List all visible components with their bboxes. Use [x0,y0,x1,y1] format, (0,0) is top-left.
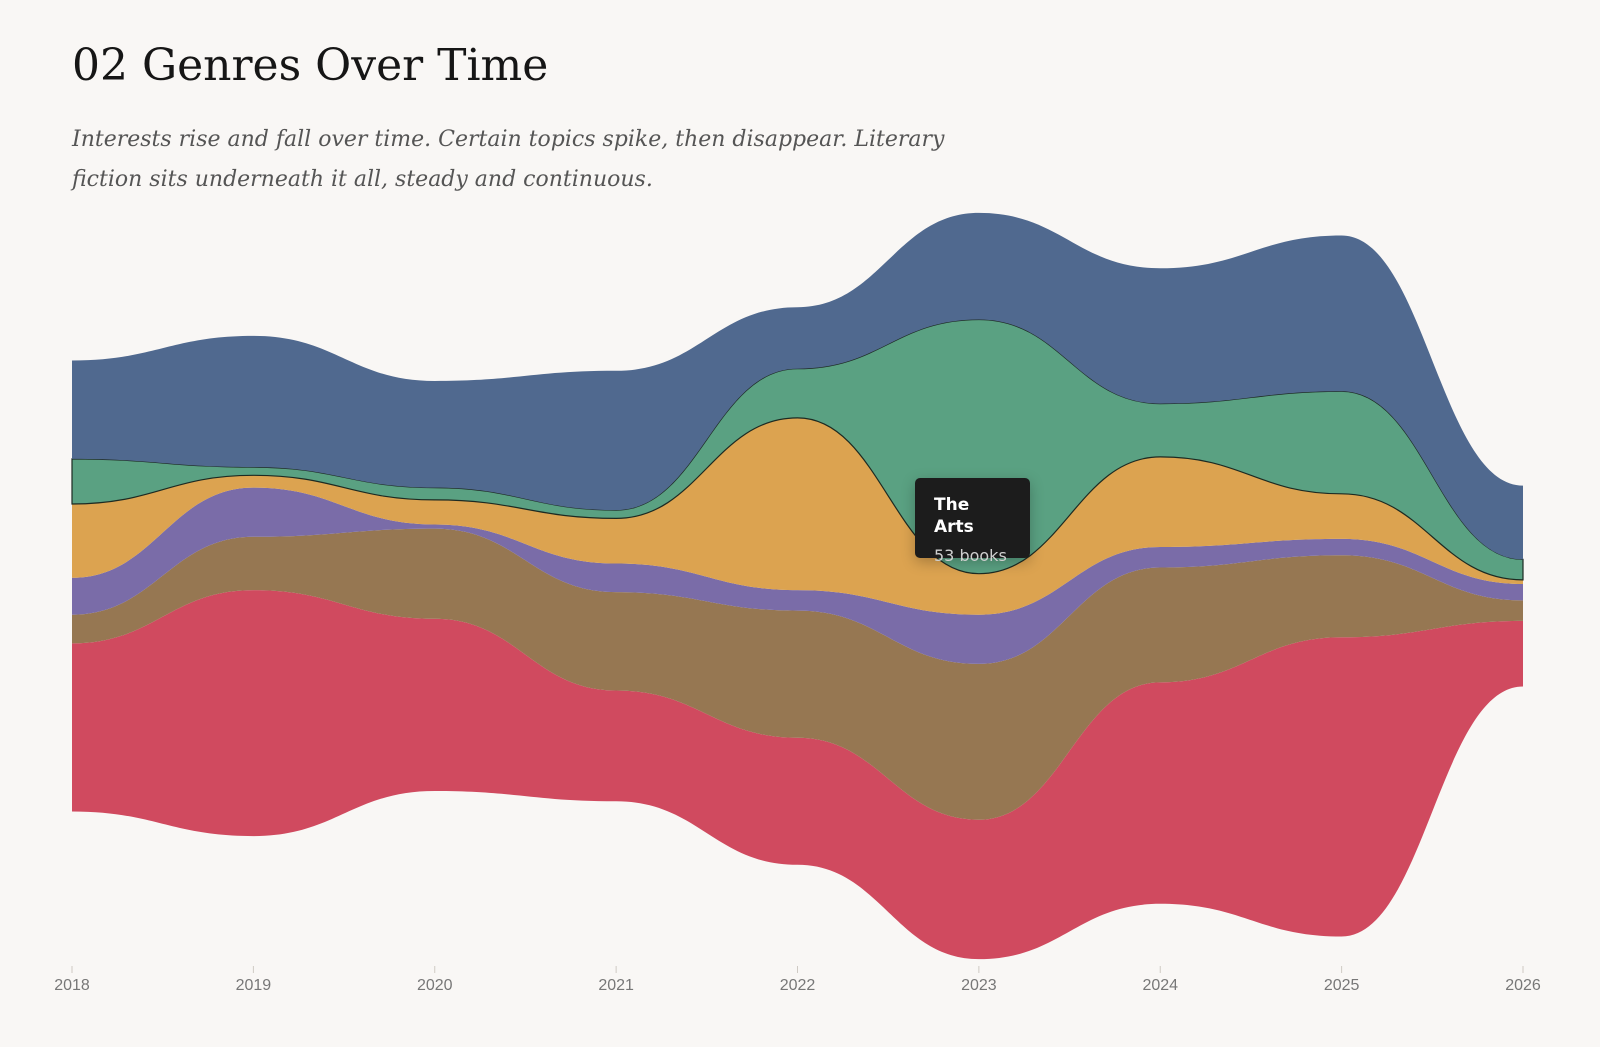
hover-tooltip: The Arts 53 books [915,478,1030,565]
stream-layer-4[interactable] [72,417,1523,615]
stream-layer-3[interactable] [72,487,1523,664]
x-tick-label: 2018 [54,977,90,994]
stream-layer-2[interactable] [72,528,1523,820]
stream-layer-1[interactable] [72,590,1523,960]
tooltip-title: The Arts [934,495,974,537]
x-tick-label: 2025 [1324,977,1360,994]
x-tick-label: 2023 [961,977,997,994]
x-tick-label: 2021 [598,977,634,994]
stream-layers [71,212,1524,960]
x-tick-label: 2022 [780,977,816,994]
stream-layer-6[interactable] [72,212,1523,560]
x-tick-label: 2026 [1505,977,1541,994]
x-tick-label: 2019 [236,977,272,994]
x-tick-label: 2020 [417,977,453,994]
x-axis: 2018 2019 2020 2021 2022 2023 2024 2025 2026 [54,966,1541,994]
page-title: 02 Genres Over Time [72,40,549,91]
page-subtitle: Interests rise and fall over time. Certa… [72,127,945,192]
x-tick-label: 2024 [1142,977,1178,994]
tooltip-value: 53 books [934,546,1007,565]
